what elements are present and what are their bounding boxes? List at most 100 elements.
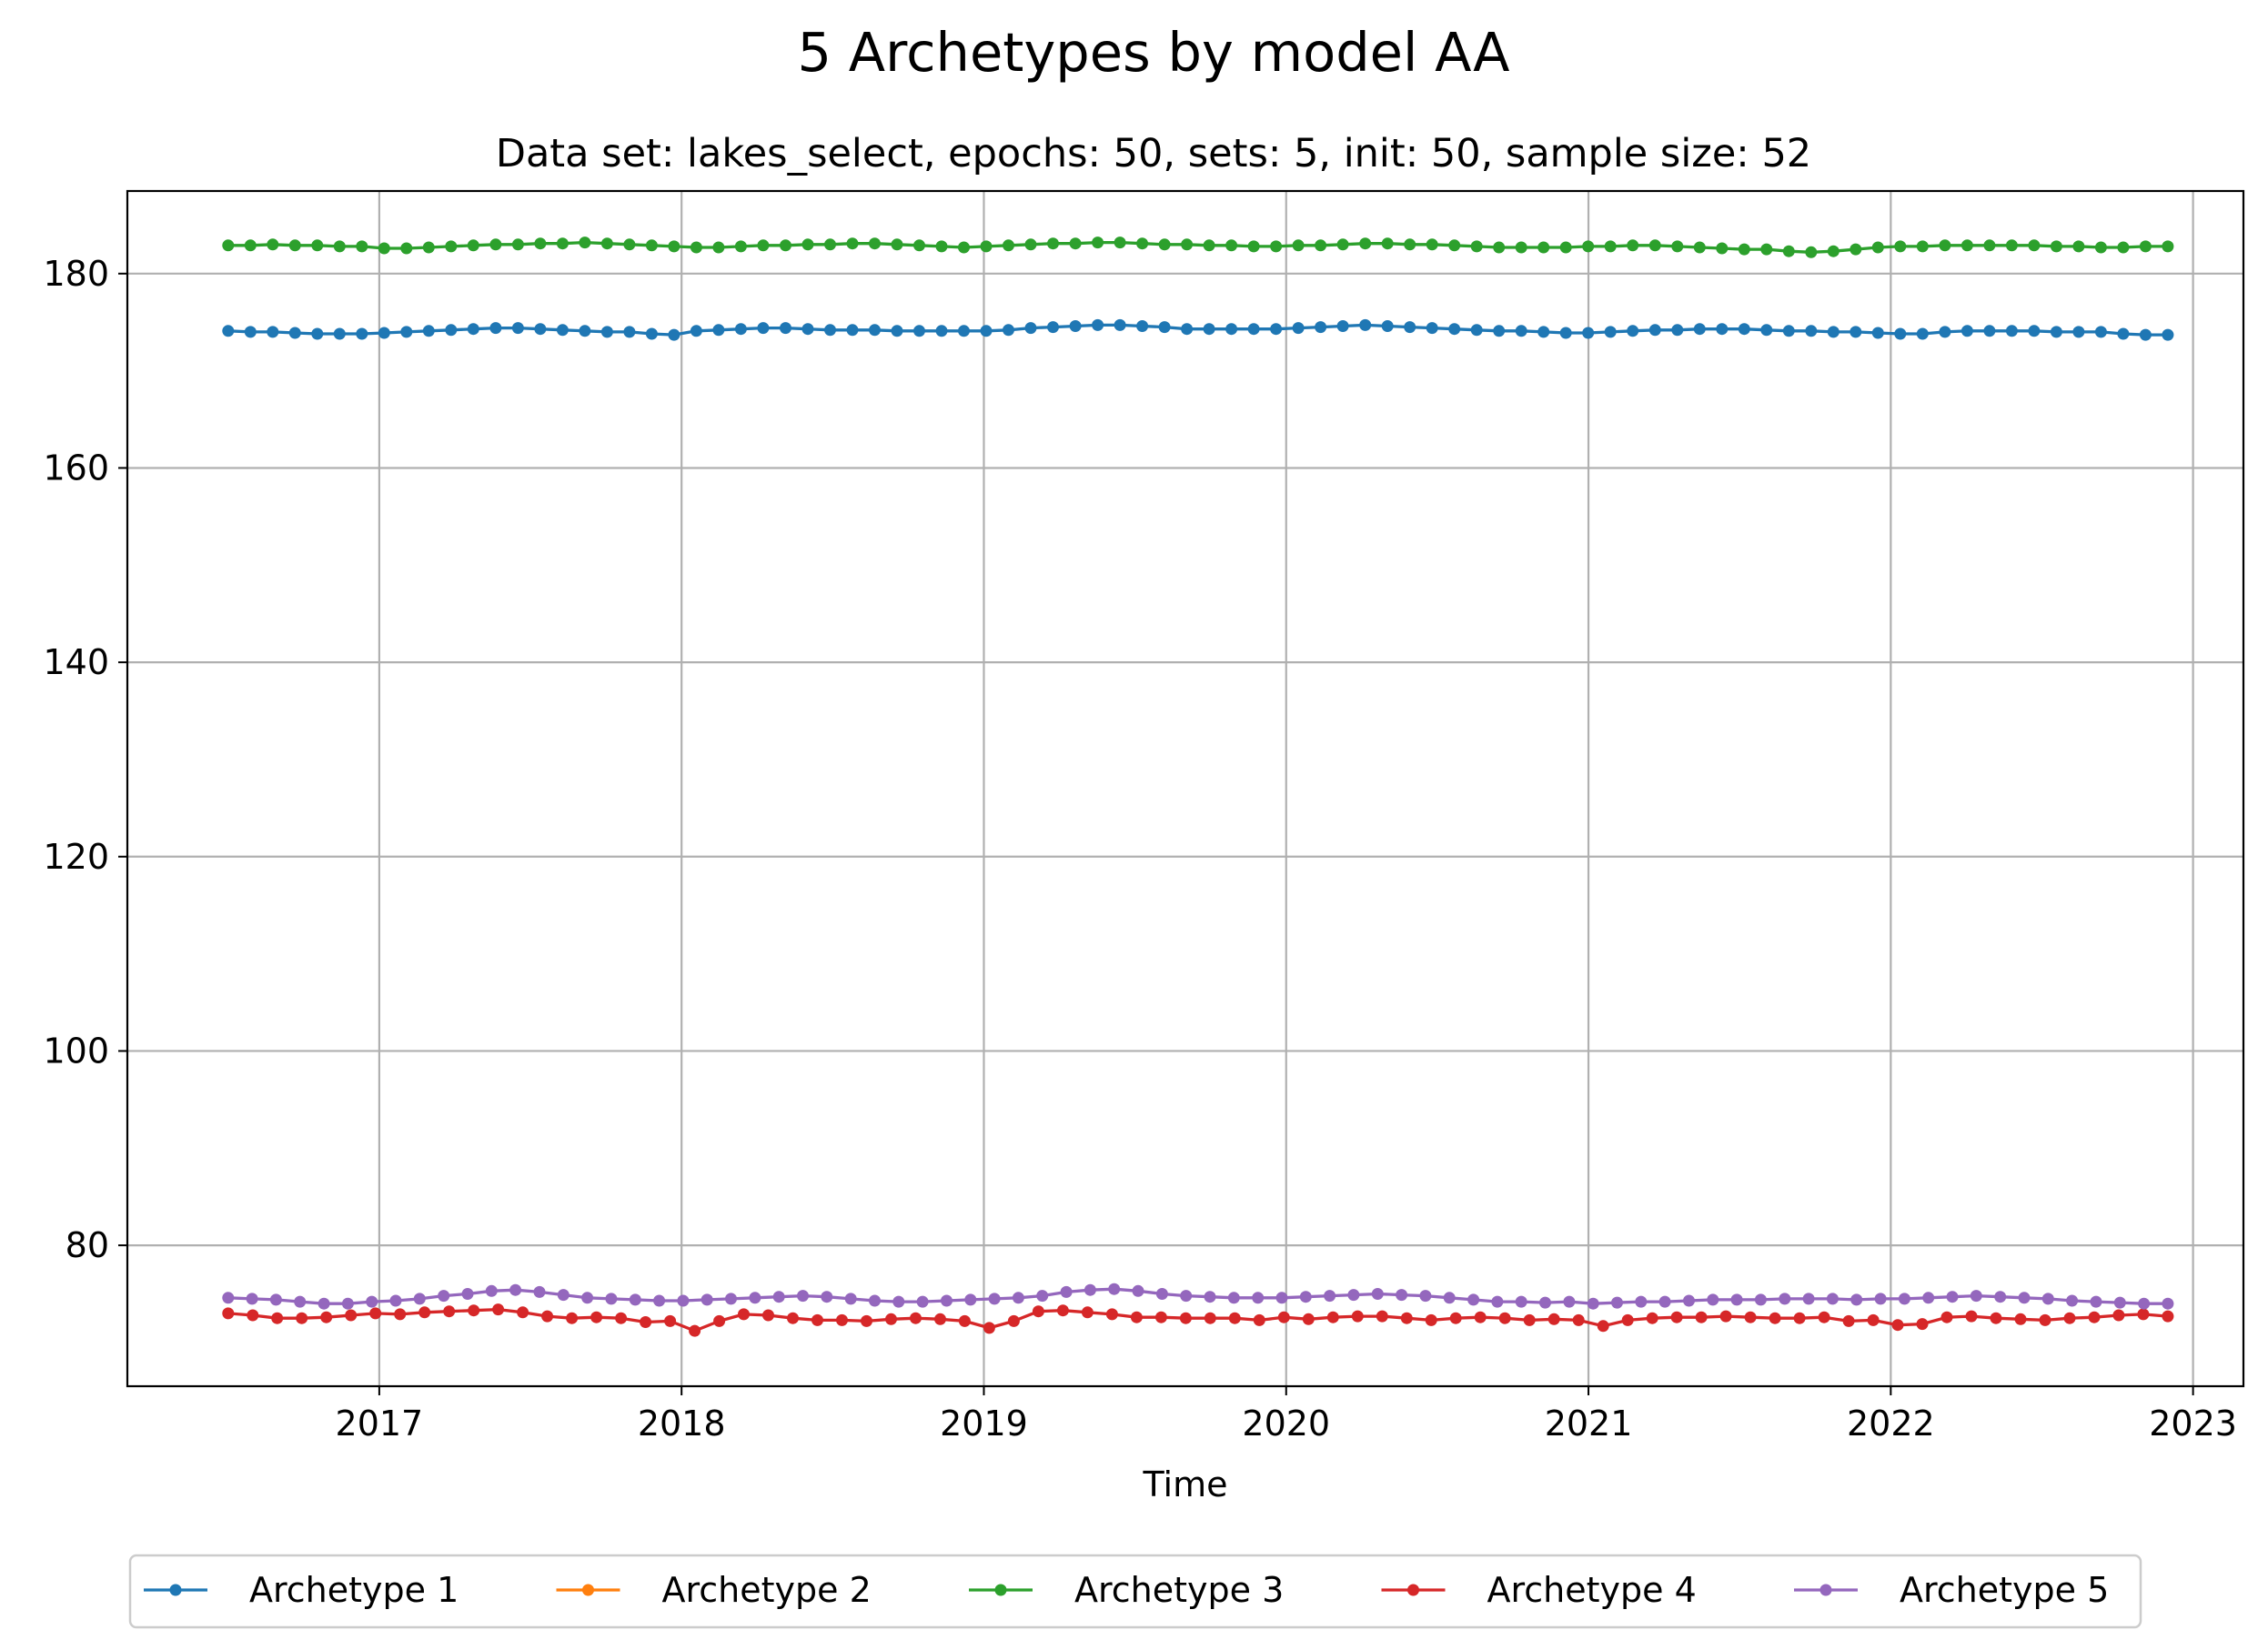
data-point [1376, 1310, 1388, 1323]
data-point [1292, 239, 1305, 252]
data-point [1994, 1291, 2007, 1303]
data-point [1203, 323, 1215, 336]
data-point [1946, 1291, 1959, 1303]
legend-marker [582, 1584, 594, 1596]
data-point [1247, 323, 1260, 336]
data-point [713, 1314, 726, 1327]
data-point [1180, 1290, 1193, 1303]
data-point [556, 324, 569, 337]
data-point [1491, 1295, 1504, 1308]
data-point [980, 240, 993, 253]
data-point [1827, 326, 1840, 338]
data-point [378, 327, 390, 339]
data-point [1105, 1308, 1118, 1321]
data-point [712, 324, 725, 337]
data-point [2088, 1311, 2101, 1323]
data-point [541, 1310, 554, 1323]
series-archetype-4 [222, 1303, 2174, 1337]
data-point [1990, 1312, 2002, 1324]
data-point [369, 1307, 382, 1320]
chart-title: 5 Archetypes by model AA [798, 21, 1510, 84]
data-point [1404, 321, 1416, 334]
x-tick-label: 2023 [2149, 1404, 2237, 1444]
data-point [1092, 318, 1104, 331]
y-tick-label: 80 [66, 1225, 109, 1265]
data-point [1850, 243, 1862, 256]
data-point [1474, 1311, 1487, 1323]
data-point [797, 1290, 809, 1303]
data-point [1827, 245, 1840, 257]
data-point [1537, 326, 1550, 338]
data-point [1404, 238, 1416, 251]
data-point [1916, 1318, 1929, 1331]
data-point [2005, 325, 2018, 337]
data-point [1203, 239, 1215, 252]
data-point [294, 1295, 307, 1308]
data-point [2117, 241, 2130, 254]
data-point [811, 1313, 823, 1326]
data-point [846, 324, 859, 337]
data-point [821, 1291, 833, 1303]
data-point [1247, 240, 1260, 253]
data-point [1537, 241, 1550, 254]
data-point [910, 1312, 922, 1324]
data-point [1894, 240, 1907, 253]
data-point [1275, 1292, 1288, 1304]
data-point [1648, 324, 1661, 337]
data-point [318, 1297, 330, 1310]
data-point [1448, 239, 1461, 252]
data-point [509, 1283, 522, 1296]
data-point [623, 326, 636, 338]
data-point [1003, 239, 1014, 252]
data-point [1225, 239, 1238, 252]
data-point [941, 1294, 953, 1307]
data-point [1007, 1314, 1020, 1327]
data-point [1426, 238, 1438, 251]
data-point [2028, 239, 2041, 252]
data-point [1302, 1313, 1315, 1325]
data-point [1351, 1310, 1364, 1323]
data-point [2162, 1310, 2174, 1323]
data-point [492, 1303, 505, 1316]
y-tick-label: 120 [43, 837, 109, 877]
legend-label: Archetype 1 [249, 1570, 459, 1610]
data-point [2005, 239, 2018, 252]
data-point [443, 1305, 456, 1318]
data-point [801, 238, 814, 251]
data-point [345, 1309, 358, 1322]
data-point [467, 239, 479, 252]
data-point [418, 1306, 431, 1319]
data-point [668, 328, 680, 341]
legend-marker [1819, 1584, 1832, 1596]
data-point [1961, 325, 1973, 337]
data-point [445, 324, 458, 337]
data-point [1359, 318, 1372, 331]
data-point [1426, 322, 1438, 335]
data-point [983, 1322, 995, 1334]
data-point [1130, 1311, 1143, 1323]
y-axis: 80 100 120 140 160 180 [43, 254, 127, 1265]
data-point [1604, 326, 1617, 338]
data-point [438, 1290, 450, 1303]
data-point [320, 1311, 333, 1323]
data-point [1155, 1288, 1168, 1300]
data-point [885, 1313, 897, 1325]
data-point [1443, 1292, 1456, 1304]
data-point [1939, 239, 1951, 252]
data-point [1179, 1312, 1192, 1324]
data-point [1802, 1293, 1815, 1305]
grid-lines [127, 191, 2243, 1386]
data-point [844, 1293, 857, 1305]
data-point [600, 326, 613, 338]
data-point [1204, 1291, 1216, 1303]
data-point [1871, 241, 1884, 254]
legend-label: Archetype 4 [1487, 1570, 1697, 1610]
data-point [1371, 1288, 1384, 1300]
data-point [738, 1308, 750, 1321]
data-point [1336, 320, 1349, 332]
data-point [400, 326, 413, 338]
data-point [958, 1314, 971, 1327]
data-point [1400, 1312, 1413, 1324]
data-point [288, 239, 301, 252]
y-tick-label: 100 [43, 1031, 109, 1071]
